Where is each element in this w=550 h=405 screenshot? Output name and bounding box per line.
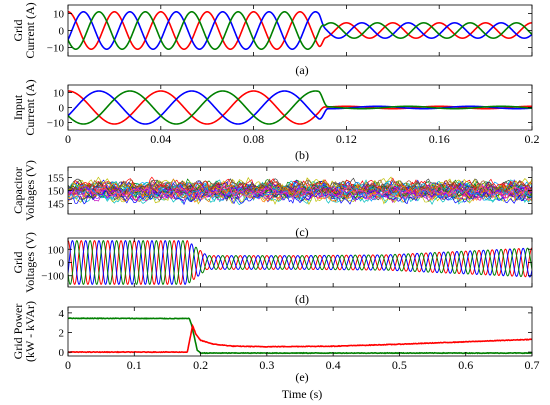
y-tick-label: 4 <box>59 308 65 320</box>
x-tick-label: 0.5 <box>392 358 407 372</box>
x-axis-label: Time (s) <box>282 387 323 401</box>
x-tick-label: 0 <box>65 132 71 146</box>
panel-caption: (b) <box>295 148 309 162</box>
capacitor-voltage-line <box>68 184 532 200</box>
series-line-red <box>68 323 532 354</box>
x-tick-label: 0.04 <box>150 132 171 146</box>
series-line-green <box>68 317 532 355</box>
y-tick-label: 100 <box>48 244 65 256</box>
y-tick-label: 0 <box>59 26 65 38</box>
panel-0: −10 0 10 GridCurrent (A) (a) <box>11 2 533 77</box>
x-tick-label: 0.16 <box>429 132 450 146</box>
series-line-green <box>68 90 532 125</box>
y-axis-label: CapacitorVoltages (V) <box>11 160 37 221</box>
capacitor-voltage-line <box>68 185 532 202</box>
x-tick-label: 0.2 <box>525 132 540 146</box>
plot-area <box>68 10 532 51</box>
series-line-green <box>68 240 532 285</box>
plot-area <box>68 176 532 206</box>
series-line-blue <box>68 10 532 51</box>
series-line-red <box>68 90 532 125</box>
x-tick-label: 0.6 <box>458 358 473 372</box>
capacitor-voltage-line <box>68 179 532 195</box>
panel-caption: (d) <box>295 292 309 306</box>
panel-caption: (a) <box>295 63 308 77</box>
y-tick-label: 150 <box>48 186 65 198</box>
y-tick-label: −100 <box>41 271 64 283</box>
series-line-red <box>68 240 532 285</box>
axes-frame <box>67 306 533 357</box>
y-tick-label: 10 <box>53 88 65 100</box>
capacitor-voltage-line <box>68 184 532 201</box>
capacitor-voltage-line <box>68 188 532 206</box>
x-tick-label: 0.4 <box>326 358 341 372</box>
panel-caption: (e) <box>295 370 308 384</box>
y-tick-label: 0 <box>59 103 65 115</box>
series-line-red <box>68 10 532 51</box>
panel-caption: (c) <box>295 225 308 239</box>
y-tick-label: 0 <box>59 347 65 359</box>
capacitor-voltage-line <box>68 184 532 201</box>
x-tick-label: 0.2 <box>193 358 208 372</box>
x-tick-label: 0 <box>65 358 71 372</box>
y-axis-label: GridVoltages (V) <box>11 232 37 293</box>
series-line-green <box>68 10 532 51</box>
capacitor-voltage-line <box>68 178 532 195</box>
y-tick-label: 0 <box>59 258 65 270</box>
x-tick-label: 0.1 <box>127 358 142 372</box>
axes-frame <box>67 4 533 57</box>
y-tick-label: −10 <box>47 118 65 130</box>
x-tick-label: 0.7 <box>525 358 540 372</box>
y-tick-label: 2 <box>59 327 65 339</box>
plot-area <box>68 90 532 125</box>
y-axis-label: InputCurrent (A) <box>11 79 37 135</box>
plot-area <box>68 317 532 355</box>
y-axis-label: GridCurrent (A) <box>11 2 37 58</box>
y-tick-label: 155 <box>48 172 65 184</box>
y-tick-label: 10 <box>53 9 65 21</box>
x-tick-label: 0.08 <box>243 132 264 146</box>
plot-area <box>68 240 532 285</box>
y-axis-label: Grid Power(kW - kVAr) <box>11 301 37 362</box>
panel-4: 0 2 4 0 0.1 0.2 0.3 0.4 0.5 0.6 0.7 Grid Power(kW -… <box>11 301 540 401</box>
x-tick-label: 0.3 <box>259 358 274 372</box>
y-tick-label: −10 <box>47 43 65 55</box>
y-tick-label: 145 <box>48 199 65 211</box>
x-tick-label: 0.12 <box>336 132 357 146</box>
